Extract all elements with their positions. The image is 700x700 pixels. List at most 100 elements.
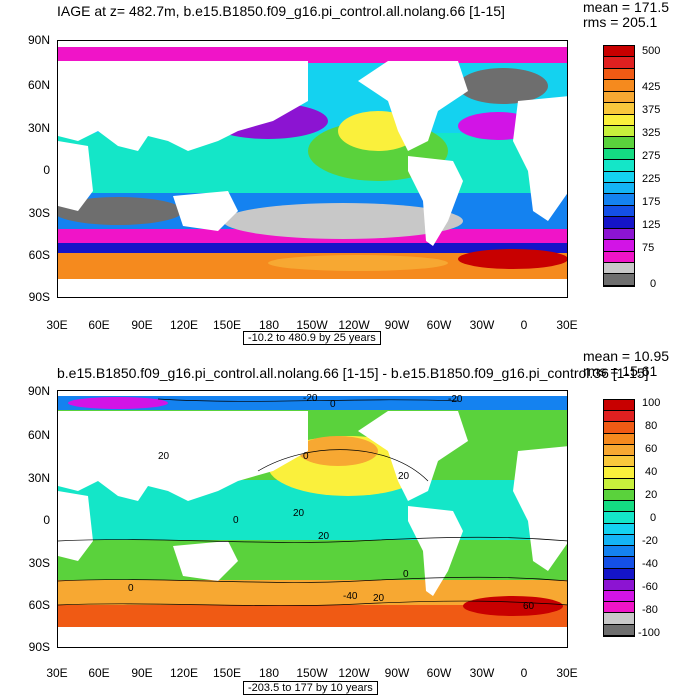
colorbar-swatch (604, 251, 634, 264)
panel1-xtick: 150W (296, 318, 328, 332)
panel1-xtick: 30E (556, 318, 578, 332)
panel1-xtick: 150E (212, 318, 242, 332)
colorbar-swatch (604, 240, 634, 252)
panel1-colorbar-label: 275 (642, 150, 661, 162)
colorbar-swatch (604, 125, 634, 138)
colorbar-swatch (604, 183, 634, 195)
colorbar-swatch (604, 194, 634, 206)
ocean-band (58, 540, 567, 580)
panel1-ytick: 90S (28, 290, 50, 304)
panel2-xtick: 150W (296, 666, 328, 680)
land-africa-west (58, 491, 93, 561)
land-north-america (358, 411, 468, 501)
panel1-ytick: 60S (28, 248, 50, 262)
colorbar-swatch (604, 456, 634, 468)
map-panel-1 (57, 40, 568, 298)
panel2-xtick: 0 (520, 666, 528, 680)
panel1-xtick: 30W (469, 318, 495, 332)
colorbar-swatch (604, 579, 634, 591)
atlantic-gray (458, 68, 548, 104)
colorbar-swatch (604, 57, 634, 69)
panel1-colorbar-label: 325 (642, 127, 661, 139)
colorbar-swatch (604, 557, 634, 569)
panel2-colorbar-label: -40 (642, 558, 658, 570)
contour-label: 60 (523, 601, 535, 612)
southern-orange (268, 255, 448, 271)
map-1-field (58, 47, 567, 297)
colorbar-swatch (604, 523, 634, 535)
colorbar-swatch (604, 624, 634, 636)
panel1-xtick: 90E (131, 318, 153, 332)
land-south-america (408, 156, 463, 246)
panel2-stats: mean = 10.95 rms = 15.61 (583, 349, 669, 379)
panel2-colorbar (603, 399, 635, 637)
contour-label: 20 (373, 593, 385, 604)
colorbar-swatch (604, 568, 634, 580)
colorbar-swatch (604, 534, 634, 547)
panel2-ytick: 30S (28, 556, 50, 570)
colorbar-swatch (604, 148, 634, 161)
colorbar-swatch (604, 160, 634, 172)
panel1-rms: rms = 205.1 (583, 14, 658, 30)
panel2-ytick: 90N (27, 384, 50, 398)
panel2-colorbar-label: -20 (642, 535, 658, 547)
panel2-xtick: 120E (169, 666, 199, 680)
land-antarctica (58, 627, 567, 647)
panel2-ytick: 90S (28, 640, 50, 654)
colorbar-swatch (604, 590, 634, 603)
contour-line (58, 536, 567, 543)
panel1-ytick: 30S (28, 206, 50, 220)
panel1-xtick: 30E (46, 318, 68, 332)
contour-label: 20 (398, 471, 410, 482)
land-antarctica (58, 279, 567, 297)
panel2-xtick: 90W (384, 666, 410, 680)
colorbar-swatch (604, 613, 634, 625)
land-south-america (408, 506, 463, 596)
panel1-colorbar-label: 375 (642, 104, 661, 116)
panel1-colorbar-label: 0 (650, 278, 657, 290)
contour-line (58, 576, 567, 583)
colorbar-swatch (604, 274, 634, 286)
ocean-band (58, 605, 567, 627)
colorbar-swatch (604, 546, 634, 558)
panel2-colorbar-label: 60 (645, 443, 658, 455)
colorbar-swatch (604, 137, 634, 149)
pacific-old-water (223, 203, 463, 239)
map-2-field (58, 396, 567, 647)
panel1-stats: mean = 171.5 rms = 205.1 (583, 0, 669, 30)
panel1-ytick: 30N (27, 121, 50, 135)
panel1-ytick: 90N (27, 33, 50, 47)
panel2-xtick: 30E (556, 666, 578, 680)
panel2-xtick: 30W (469, 666, 495, 680)
panel1-xtick: 120W (338, 318, 370, 332)
colorbar-swatch (604, 103, 634, 115)
panel2-title: b.e15.B1850.f09_g16.pi_control.all.nolan… (57, 365, 649, 381)
panel1-xtick: 90W (384, 318, 410, 332)
land-australia (173, 191, 238, 231)
panel2-xtick: 180 (258, 666, 280, 680)
indian-gray (58, 197, 183, 225)
panel2-colorbar-label: 40 (645, 466, 658, 478)
contour-label: -20 (303, 393, 318, 404)
southern-red (458, 249, 567, 269)
panel1-colorbar-label: 500 (642, 45, 661, 57)
panel2-xtick: 90E (131, 666, 153, 680)
contour-label: -40 (343, 591, 358, 602)
panel1-xtick: 0 (520, 318, 528, 332)
panel1-colorbar (603, 45, 635, 287)
panel1-xtick: 120E (169, 318, 199, 332)
panel1-xtick: 60W (426, 318, 452, 332)
panel2-colorbar-label: -80 (642, 604, 658, 616)
arctic-purple (68, 397, 168, 409)
panel1-title: IAGE at z= 482.7m, b.e15.B1850.f09_g16.p… (57, 3, 505, 19)
panel2-colorbar-label: 100 (642, 397, 661, 409)
colorbar-swatch (604, 467, 634, 479)
colorbar-swatch (604, 114, 634, 126)
contour-label: 20 (158, 451, 170, 462)
contour-label: 20 (293, 508, 305, 519)
colorbar-swatch (604, 400, 634, 412)
contour-label: 0 (233, 515, 239, 526)
colorbar-swatch (604, 80, 634, 92)
colorbar-swatch (604, 478, 634, 490)
contour-label: 0 (403, 569, 409, 580)
